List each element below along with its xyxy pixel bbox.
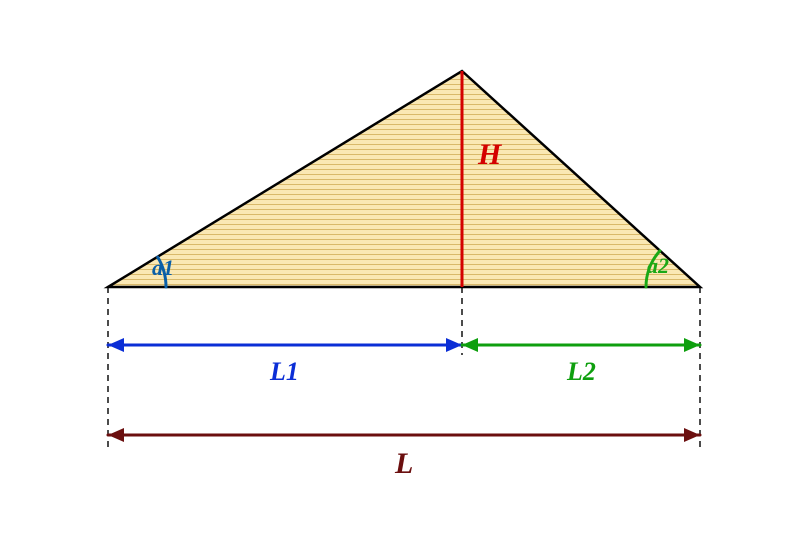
label-L1: L1 <box>269 357 299 386</box>
label-H: H <box>477 138 503 171</box>
triangle-diagram: Ha1 a2 L1 L2 L <box>0 0 800 534</box>
triangle <box>108 71 700 287</box>
label-a2: a2 <box>647 253 669 278</box>
label-L2: L2 <box>566 357 596 386</box>
label-L: L <box>394 447 413 480</box>
label-a1: a1 <box>152 255 174 280</box>
